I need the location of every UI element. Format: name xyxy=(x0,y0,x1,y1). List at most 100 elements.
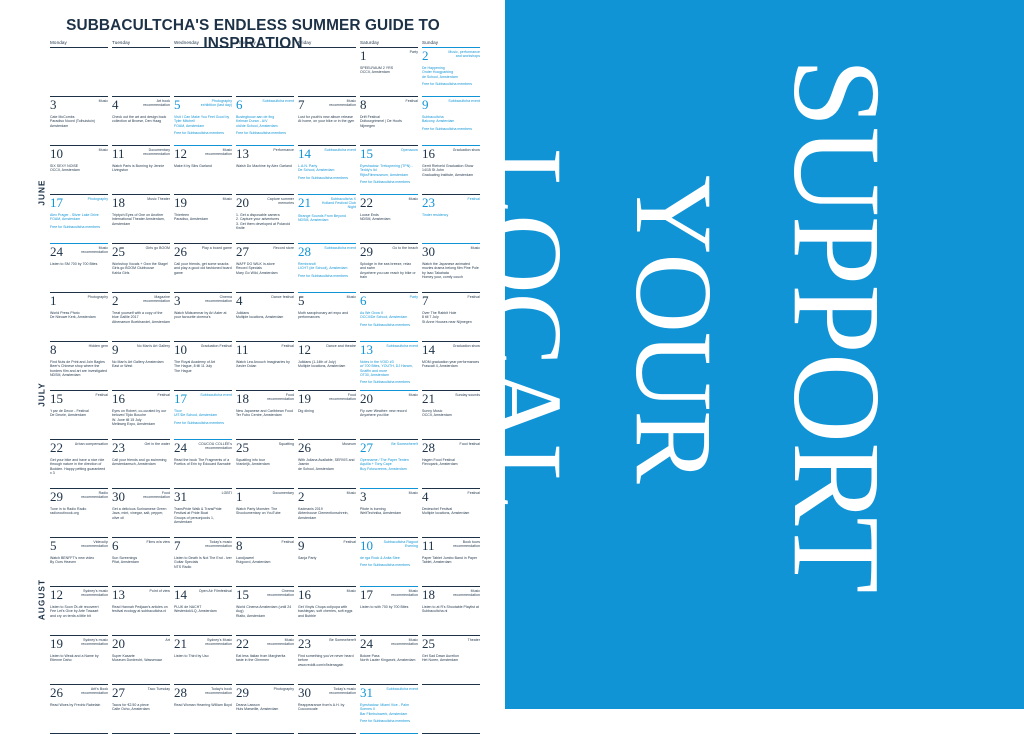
calendar-day-cell[interactable]: 16 Festival Eyes on Robert, co-curated by … xyxy=(112,391,170,440)
calendar-day-cell[interactable]: 20 Capture summer memories 1. Get a dispos… xyxy=(236,195,294,244)
calendar-day-cell[interactable]: 2 Magazine recommendation Treat yourself w… xyxy=(112,293,170,342)
calendar-day-cell[interactable]: 18 Music recommendation Listen to at R's S… xyxy=(422,587,480,636)
calendar-day-cell[interactable]: 17 Music recommendation Listen to with 700… xyxy=(360,587,418,636)
calendar-day-cell[interactable]: 21 Subbacultcha X Holland Festival Club N… xyxy=(298,195,356,244)
calendar-day-cell[interactable]: 15 Openacow Eyeshadow: Trekopening (TPN) -… xyxy=(360,146,418,195)
calendar-day-cell[interactable]: 10 Graduation Festival The Royal Academy o… xyxy=(174,342,232,391)
calendar-day-cell[interactable]: 10 Music SIX SEXY NOISE OCCII, Amsterdam xyxy=(50,146,108,195)
calendar-day-cell[interactable]: 20 Music Fly over Weather: new record Anywh… xyxy=(360,391,418,440)
calendar-day-cell[interactable]: 8 Hidden gem Find Nuts de Print and Join B… xyxy=(50,342,108,391)
calendar-day-cell[interactable]: 1 Photography World Press Photo De Nieuwe K… xyxy=(50,293,108,342)
calendar-day-cell[interactable]: 29 Go to the beach Splodge in the sea bree… xyxy=(360,244,418,293)
calendar-day-cell[interactable]: 24 Music recommendation Bokwe Pass North La… xyxy=(360,636,418,685)
calendar-day-cell[interactable]: 14 Open Air Filmfestival PLUK de NACHT West… xyxy=(174,587,232,636)
calendar-day-cell[interactable]: 6 Party As We Grow II OCCII/De School, Amst… xyxy=(360,293,418,342)
calendar-day-cell[interactable]: 6 Subbacultcha event Bustegbouw aan de fin… xyxy=(236,97,294,146)
calendar-day-cell[interactable]: 1 Documentary Watch Party Monster: The Sho… xyxy=(236,489,294,538)
calendar-day-cell[interactable]: 11 Book tours recommendation Paper Tablet … xyxy=(422,538,480,587)
calendar-day-cell[interactable]: 31 Subbacultcha event Eyeshadow: Miami Vic… xyxy=(360,685,418,734)
calendar-day-cell[interactable]: 19 Sydney's music recommendation Listen to… xyxy=(50,636,108,685)
calendar-day-cell[interactable]: 22 Music Loose Ends NDSM, Amsterdam xyxy=(360,195,418,244)
calendar-day-cell[interactable]: 7 Festival Over The Rabbit Hole 8 till 7 Ju… xyxy=(422,293,480,342)
calendar-day-cell[interactable]: 5 Photography exhibition (last day) Visit … xyxy=(174,97,232,146)
calendar-day-cell[interactable]: 2 Music, performance and workshops De Happ… xyxy=(422,48,480,97)
calendar-day-cell[interactable]: 9 Subbacultcha event Subbacultcha Balcony, … xyxy=(422,97,480,146)
calendar-day-cell[interactable]: 11 Documentary recommendation Watch Paris … xyxy=(112,146,170,195)
calendar-day-cell[interactable]: 23 Be Somewhere!t Find something you've ne… xyxy=(298,636,356,685)
calendar-day-cell[interactable]: 12 Music recommendation Make it by Sibs Ga… xyxy=(174,146,232,195)
calendar-day-cell[interactable]: 25 Squatting Squatting info tour Vrankrijk,… xyxy=(236,440,294,489)
calendar-day-cell[interactable]: 26 Play a board game Call your friends, ge… xyxy=(174,244,232,293)
calendar-day-cell[interactable]: 3 Music Cate McCombs Paradiso Noord (Tolhui… xyxy=(50,97,108,146)
calendar-day-cell[interactable]: 27 Record store WAFF DO WILK in-store Recor… xyxy=(236,244,294,293)
calendar-day-cell[interactable]: 18 Food recommendation New Japanese and Ca… xyxy=(236,391,294,440)
calendar-day-cell[interactable]: 28 Today's book recommendation Read Woman … xyxy=(174,685,232,734)
calendar-day-cell[interactable]: 26 Arit's Book recommendation Read Woes by… xyxy=(50,685,108,734)
calendar-day-cell[interactable]: 30 Today's music recommendation Reappearan… xyxy=(298,685,356,734)
calendar-day-cell[interactable]: 21 Sunday sounds Sunny Music OCCII, Amsterd… xyxy=(422,391,480,440)
calendar-week-row: 10 Music SIX SEXY NOISE OCCII, Amsterdam 11 D… xyxy=(50,146,480,195)
calendar-day-cell[interactable]: 9 Festival Sanja Party xyxy=(298,538,356,587)
calendar-day-cell[interactable]: 22 Urban compensation Get your bike and ha… xyxy=(50,440,108,489)
calendar-day-cell[interactable]: 12 Sydney's music recommendation Listen to… xyxy=(50,587,108,636)
calendar-day-cell[interactable]: 12 Dance and theatre Julidans (1-14th of J… xyxy=(298,342,356,391)
calendar-day-cell[interactable]: 28 Subbacultcha event Rembrandt LICHT (de S… xyxy=(298,244,356,293)
calendar-day-cell[interactable]: 16 Music Get Vinyls Chupa colipopa with ba… xyxy=(298,587,356,636)
calendar-day-cell[interactable]: 24 Music recommendation Listen to SM 700 b… xyxy=(50,244,108,293)
calendar-day-cell[interactable]: 2 Music Kadmanis 2019 Abtenhouse Clemention… xyxy=(298,489,356,538)
day-header: 6 Films w/a view xyxy=(112,539,170,552)
calendar-day-cell[interactable]: 25 Theater Get Sad Dawn Aurelion Het Noren,… xyxy=(422,636,480,685)
calendar-day-cell[interactable]: 7 Music recommendation Lust for youth's ne… xyxy=(298,97,356,146)
calendar-day-cell[interactable]: 6 Films w/a view Sun Screenings Pllat, Amst… xyxy=(112,538,170,587)
calendar-day-cell[interactable]: 5 Videoclip recommendation Watch BENFFT's … xyxy=(50,538,108,587)
calendar-day-cell[interactable]: 8 Festival Landjuweel Ruigoord, Amsterdam xyxy=(236,538,294,587)
calendar-day-cell[interactable]: 20 Art Super Kasarte Museum Dordrecht, Wass… xyxy=(112,636,170,685)
calendar-day-cell[interactable]: 15 Cinema recommendation World Cinema Amst… xyxy=(236,587,294,636)
calendar-day-cell[interactable]: 30 Food recommendation Get a delicious Sur… xyxy=(112,489,170,538)
calendar-day-cell[interactable]: 26 Museum With Juliana Available, SERVIS a… xyxy=(298,440,356,489)
calendar-day-cell[interactable]: 19 Food recommendation Dig dining xyxy=(298,391,356,440)
day-number: 21 xyxy=(422,391,435,406)
calendar-day-cell[interactable]: 8 Festival Drift Festival Doltourgrimmel | … xyxy=(360,97,418,146)
calendar-day-cell[interactable]: 13 Subbacultcha event Notes in the VOID #3… xyxy=(360,342,418,391)
day-category-tag: Graduation show xyxy=(452,148,480,152)
calendar-day-cell[interactable]: 27 Be Somewhere!t Openname / The Paper Ten… xyxy=(360,440,418,489)
calendar-day-cell[interactable]: 23 Get in the water Call your friends and … xyxy=(112,440,170,489)
calendar-day-cell[interactable]: 17 Subbacultcha event Ticor UIT/De School, … xyxy=(174,391,232,440)
calendar-day-cell[interactable]: 17 Photography Alex Prager - Silver Lake D… xyxy=(50,195,108,244)
calendar-day-cell[interactable]: 24 COUCOU COLLÉE's recommendation Read the… xyxy=(174,440,232,489)
calendar-day-cell[interactable]: 4 Art book recommendation Check out the ar… xyxy=(112,97,170,146)
calendar-day-cell[interactable]: 3 Cinema recommendation Watch Midsommar by… xyxy=(174,293,232,342)
calendar-day-cell[interactable]: 28 Food festival Hagen Food Festival Flevop… xyxy=(422,440,480,489)
calendar-day-cell[interactable]: 27 Taco Tuesday Tacos for €2.50 a piece Cal… xyxy=(112,685,170,734)
calendar-day-cell[interactable]: 29 Radio recommendation Tune in to Radio R… xyxy=(50,489,108,538)
calendar-day-cell[interactable]: 1 Party SPEELRAUM 2 YRS OCCII, Amsterdam xyxy=(360,48,418,97)
day-header: 10 Subbacultcha Ragout Evening xyxy=(360,539,418,552)
calendar-day-cell[interactable]: 7 Today's music recommendation Listen to D… xyxy=(174,538,232,587)
calendar-day-cell[interactable]: 10 Subbacultcha Ragout Evening de rga Rock… xyxy=(360,538,418,587)
calendar-day-cell[interactable]: 30 Music Watch the Japanese animated movie… xyxy=(422,244,480,293)
day-header: 2 Music xyxy=(298,490,356,503)
calendar-day-cell[interactable]: 22 Music recommendation Eat less Italian f… xyxy=(236,636,294,685)
calendar-day-cell[interactable]: 29 Photography Deana Lawson Huis Marseille,… xyxy=(236,685,294,734)
calendar-day-cell[interactable]: 31 LGBTI TransPride Walk & TransPride Fest… xyxy=(174,489,232,538)
calendar-day-cell[interactable]: 13 Performance Walsh Do Machine by Alex Ga… xyxy=(236,146,294,195)
calendar-day-cell[interactable]: 18 Music Theater Triptych Eyes of One on A… xyxy=(112,195,170,244)
calendar-day-cell[interactable]: 21 Sydney's Music recommendation Listen to… xyxy=(174,636,232,685)
day-number: 5 xyxy=(298,293,305,308)
day-description: Dig dining xyxy=(298,409,314,413)
calendar-day-cell[interactable]: 14 Graduation show MOM graduation year per… xyxy=(422,342,480,391)
calendar-day-cell[interactable]: 4 Festival Dedeschel Festival Multiple loca… xyxy=(422,489,480,538)
calendar-day-cell[interactable]: 11 Festival Watch Lea Anouch Imaginaries b… xyxy=(236,342,294,391)
calendar-day-cell[interactable]: 9 No Man's Art Gallery No Man's Art Galler… xyxy=(112,342,170,391)
calendar-day-cell[interactable]: 5 Music Moth saxophonary art expo and perf… xyxy=(298,293,356,342)
calendar-day-cell[interactable]: 15 Festival 't par de Decor - Festival De D… xyxy=(50,391,108,440)
calendar-day-cell[interactable]: 16 Graduation show Gerrit Rietveld Graduat… xyxy=(422,146,480,195)
calendar-day-cell[interactable]: 25 Girls go BOOM Workshop Vocals + Own the… xyxy=(112,244,170,293)
calendar-day-cell[interactable]: 14 Subbacultcha event L.A.N. Party De Schoo… xyxy=(298,146,356,195)
calendar-day-cell[interactable]: 13 Point of view Read Hannah Pedjaan's art… xyxy=(112,587,170,636)
calendar-day-cell[interactable]: 3 Music Pitote is burning WeitTechnika, Ams… xyxy=(360,489,418,538)
calendar-day-cell[interactable]: 19 Music Thierteen Paradiso, Amsterdam xyxy=(174,195,232,244)
calendar-day-cell[interactable]: 23 Festival Tinder residency xyxy=(422,195,480,244)
calendar-day-cell[interactable]: 4 Dance festival Julidans Multiple location… xyxy=(236,293,294,342)
